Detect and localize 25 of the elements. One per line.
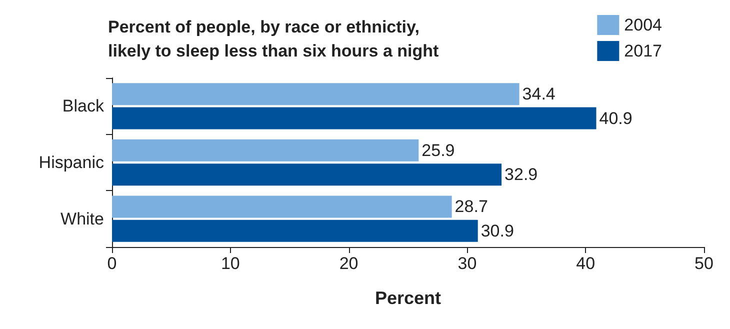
bar <box>112 107 596 130</box>
legend-label: 2017 <box>624 42 662 60</box>
bar <box>112 196 452 218</box>
legend-label: 2004 <box>624 16 662 34</box>
x-tick-label: 50 <box>694 254 714 273</box>
y-tick-label: White <box>60 209 104 228</box>
x-tick-label: 0 <box>107 254 117 273</box>
x-tick-label: 40 <box>576 254 596 273</box>
bar <box>112 164 502 186</box>
data-label: 28.7 <box>454 197 488 216</box>
data-label: 34.4 <box>522 84 556 104</box>
x-axis-title: Percent <box>374 288 442 308</box>
chart-title: Percent of people, by race or ethnictiy, likely to sleep less than six hours a night <box>108 18 439 60</box>
y-tick-label: Black <box>62 96 104 116</box>
data-label: 32.9 <box>504 165 538 184</box>
x-tick-label: 30 <box>458 254 477 273</box>
data-label: 40.9 <box>599 108 632 128</box>
data-label: 25.9 <box>422 140 455 160</box>
bar <box>112 139 419 162</box>
x-tick-label: 10 <box>220 254 240 273</box>
bar <box>112 83 520 106</box>
data-label: 30.9 <box>480 221 514 240</box>
y-tick-label: Hispanic <box>38 153 104 172</box>
bar <box>112 220 478 242</box>
x-tick-label: 20 <box>339 254 358 273</box>
